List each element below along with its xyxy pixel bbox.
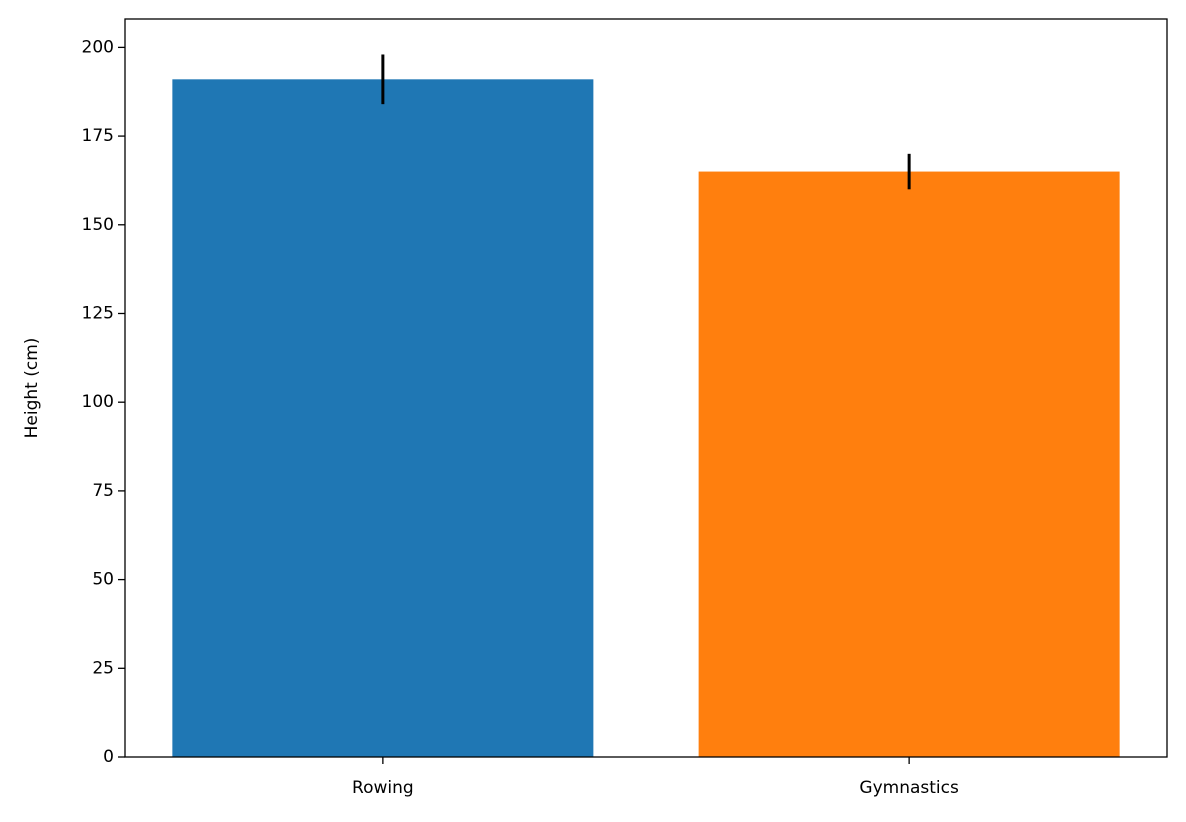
y-tick-label: 200 bbox=[82, 37, 114, 57]
y-tick-label: 175 bbox=[82, 126, 114, 146]
y-tick-label: 75 bbox=[92, 481, 114, 501]
y-tick-label: 150 bbox=[82, 215, 114, 235]
y-axis-label: Height (cm) bbox=[22, 338, 42, 439]
y-tick-label: 50 bbox=[92, 570, 114, 590]
bar bbox=[172, 79, 594, 757]
y-tick-label: 125 bbox=[82, 303, 114, 323]
y-tick-label: 100 bbox=[82, 392, 114, 412]
bar bbox=[698, 171, 1120, 757]
x-tick-label: Rowing bbox=[352, 778, 414, 798]
plot-frame bbox=[124, 18, 1168, 758]
y-tick-label: 0 bbox=[103, 747, 114, 767]
y-tick-label: 25 bbox=[92, 658, 114, 678]
x-tick-label: Gymnastics bbox=[859, 778, 959, 798]
